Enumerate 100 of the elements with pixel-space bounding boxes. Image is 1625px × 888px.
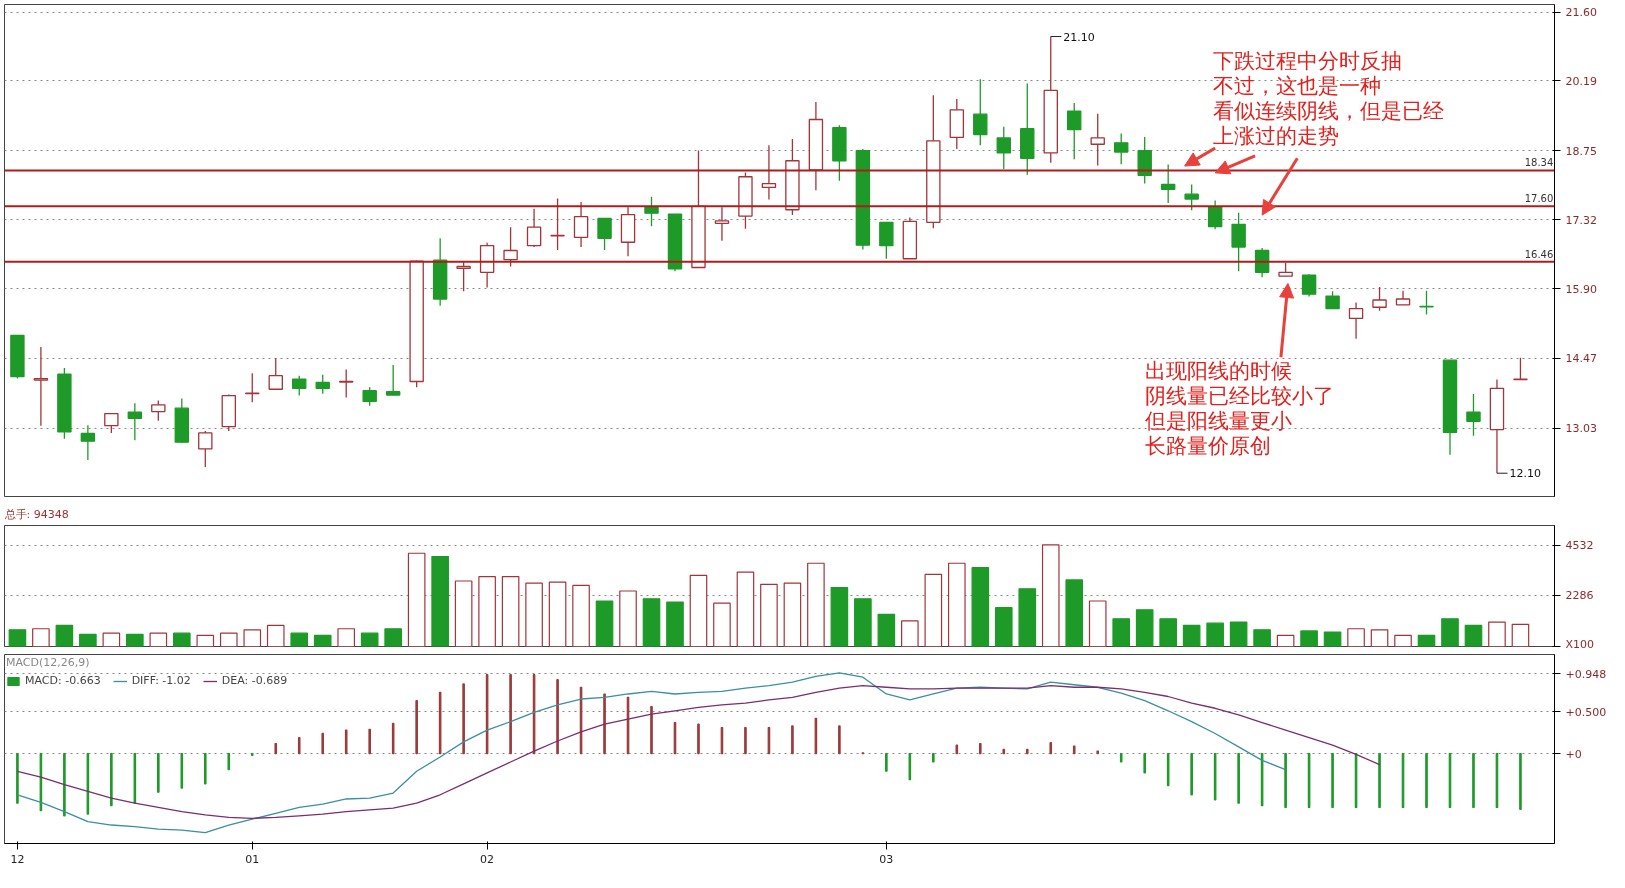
candlestick bbox=[338, 368, 354, 399]
bar bbox=[807, 562, 825, 647]
candlestick bbox=[33, 346, 49, 427]
bar bbox=[1229, 621, 1248, 647]
x-tick-label: 02 bbox=[480, 852, 495, 866]
bar bbox=[760, 583, 778, 647]
bar bbox=[313, 634, 332, 647]
x-tick-label: 12 bbox=[10, 852, 25, 866]
line-series bbox=[16, 672, 1287, 834]
bar bbox=[454, 580, 473, 647]
bar bbox=[994, 607, 1013, 647]
bar bbox=[713, 602, 731, 647]
bar bbox=[1441, 618, 1459, 647]
y-tick-label: 2286 bbox=[1565, 589, 1594, 603]
bar bbox=[783, 582, 802, 647]
bar bbox=[102, 632, 121, 647]
y-tick-label: X100 bbox=[1565, 637, 1595, 651]
bar bbox=[1018, 588, 1037, 647]
candlestick bbox=[1231, 212, 1246, 273]
legend-label: DEA: -0.689 bbox=[221, 674, 288, 687]
y-tick-label: 20.19 bbox=[1565, 74, 1597, 88]
bar bbox=[1370, 629, 1389, 647]
candlestick bbox=[104, 412, 119, 434]
candlestick bbox=[879, 221, 894, 260]
bar bbox=[219, 632, 238, 647]
y-tick-label: 21.60 bbox=[1565, 6, 1597, 20]
bar bbox=[1065, 579, 1084, 647]
y-tick-label: +0 bbox=[1565, 747, 1582, 761]
candlestick bbox=[127, 402, 143, 441]
candlestick bbox=[1348, 301, 1364, 340]
bar bbox=[1182, 624, 1201, 647]
candlestick bbox=[1466, 393, 1481, 437]
bar bbox=[55, 624, 74, 647]
bar bbox=[971, 567, 990, 647]
bar bbox=[32, 628, 50, 647]
legend-label: DIFF: -1.02 bbox=[131, 674, 191, 687]
y-tick-label: +0.500 bbox=[1565, 705, 1607, 719]
candlestick bbox=[714, 206, 730, 242]
bar bbox=[1276, 634, 1295, 647]
x-tick-label: 03 bbox=[879, 852, 894, 866]
bar bbox=[947, 562, 966, 647]
bar bbox=[830, 587, 849, 647]
ref-line-label: 18.34 bbox=[1524, 157, 1554, 169]
bar bbox=[8, 629, 27, 647]
candlestick bbox=[1372, 286, 1387, 312]
bar bbox=[243, 629, 262, 647]
bar bbox=[384, 628, 402, 647]
candlestick bbox=[996, 126, 1012, 170]
bar bbox=[478, 575, 496, 647]
legend-title: MACD(12,26,9) bbox=[6, 656, 91, 669]
candlestick bbox=[456, 261, 471, 292]
bar bbox=[1323, 631, 1342, 647]
bar bbox=[126, 633, 144, 647]
bar bbox=[196, 634, 215, 647]
bar bbox=[290, 632, 309, 647]
candlestick bbox=[526, 208, 542, 248]
bar bbox=[1488, 621, 1506, 647]
bar bbox=[1159, 618, 1177, 647]
bar bbox=[1394, 634, 1412, 647]
bar bbox=[901, 620, 919, 647]
candlestick bbox=[973, 78, 988, 146]
y-tick-label: 17.32 bbox=[1565, 213, 1597, 227]
candlestick bbox=[1160, 163, 1176, 204]
bar bbox=[1206, 622, 1224, 647]
bar bbox=[1253, 629, 1271, 647]
annotation: 12.10 bbox=[1509, 467, 1542, 481]
bar bbox=[1112, 618, 1131, 647]
bar bbox=[1088, 600, 1107, 647]
bar bbox=[1135, 609, 1154, 647]
bar bbox=[736, 571, 755, 647]
bar bbox=[595, 600, 614, 647]
candlestick bbox=[1067, 102, 1082, 160]
bar bbox=[1300, 630, 1318, 647]
candlestick bbox=[1301, 273, 1317, 298]
bar bbox=[548, 581, 567, 647]
annotation: 21.10 bbox=[1063, 30, 1095, 44]
candlestick bbox=[362, 386, 377, 407]
y-tick-label: 13.03 bbox=[1565, 422, 1597, 436]
candlestick bbox=[1090, 113, 1105, 167]
y-tick-label: 4532 bbox=[1565, 539, 1594, 553]
bar bbox=[877, 613, 896, 647]
candlestick bbox=[1113, 132, 1129, 165]
ref-line-label: 17.60 bbox=[1524, 193, 1554, 205]
bar bbox=[854, 598, 872, 647]
candlestick bbox=[550, 197, 565, 251]
bar bbox=[525, 582, 543, 647]
bar bbox=[572, 584, 590, 647]
candlestick bbox=[597, 217, 612, 251]
x-tick-label: 01 bbox=[245, 852, 260, 866]
candlestick bbox=[80, 424, 96, 461]
candlestick bbox=[1207, 199, 1223, 230]
bar bbox=[79, 633, 97, 647]
candlestick bbox=[573, 201, 589, 248]
y-tick-label: 15.90 bbox=[1565, 282, 1597, 296]
bar bbox=[431, 555, 449, 647]
bar bbox=[501, 575, 520, 647]
candlestick bbox=[151, 399, 166, 422]
bar bbox=[924, 573, 943, 647]
candlestick bbox=[385, 364, 401, 397]
candlestick bbox=[644, 195, 659, 227]
